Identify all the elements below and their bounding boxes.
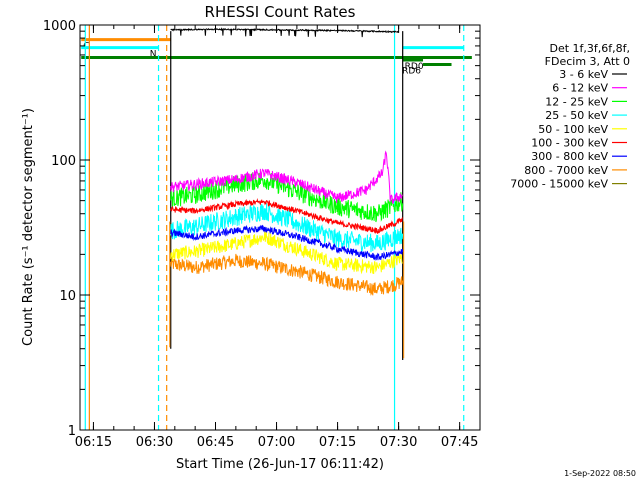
x-tick-label-6: 07:45 — [441, 435, 478, 450]
series-line-2 — [170, 172, 404, 223]
legend-label-1: 6 - 12 keV — [552, 82, 608, 95]
legend-label-7: 800 - 7000 keV — [524, 164, 608, 177]
series-line-6 — [170, 224, 404, 261]
legend-label-3: 25 - 50 keV — [545, 109, 608, 122]
annotation-label-5: RD6 — [402, 66, 421, 76]
legend-label-2: 12 - 25 keV — [545, 95, 608, 108]
series-line-7 — [170, 253, 404, 296]
chart-title: RHESSI Count Rates — [205, 3, 356, 21]
legend-label-4: 50 - 100 keV — [538, 123, 608, 136]
legend-header-0: Det 1f,3f,6f,8f, — [549, 42, 630, 55]
y-axis-label: Count Rate (s⁻¹ detector segment⁻¹) — [21, 108, 36, 346]
legend-label-5: 100 - 300 keV — [531, 137, 608, 150]
y-tick-label-0: 1 — [68, 424, 76, 439]
axis-layer: 1 10 100 1000 06:15 06:30 06:45 07:00 07:15 07:30… — [43, 19, 481, 450]
y-tick-label-2: 100 — [51, 154, 76, 169]
plot-frame — [79, 24, 481, 431]
legend-label-6: 300 - 800 keV — [531, 150, 608, 163]
x-tick-label-1: 06:30 — [136, 435, 173, 450]
annotation-layer: CNRD0RD6 — [81, 38, 472, 76]
x-axis-label: Start Time (26-Jun-17 06:11:42) — [176, 457, 384, 472]
footer-timestamp: 1-Sep-2022 08:50 — [564, 469, 636, 478]
x-tick-label-5: 07:30 — [380, 435, 417, 450]
series-line-3 — [170, 203, 404, 253]
x-tick-label-0: 06:15 — [75, 435, 112, 450]
series-line-0 — [170, 27, 400, 38]
x-tick-label-3: 07:00 — [258, 435, 295, 450]
y-tick-label-1: 10 — [59, 289, 76, 304]
legend-header-1: FDecim 3, Att 0 — [545, 55, 630, 68]
x-tick-label-2: 06:45 — [197, 435, 234, 450]
series-line-1 — [170, 150, 403, 204]
series-line-4 — [170, 231, 403, 275]
legend: Det 1f,3f,6f,8f,FDecim 3, Att 03 - 6 keV… — [510, 42, 630, 191]
annotation-label-1: N — [150, 50, 157, 60]
x-tick-label-4: 07:15 — [319, 435, 356, 450]
annotation-label-4: RD0 — [405, 62, 424, 72]
series-line-5 — [170, 197, 404, 235]
y-tick-label-3: 1000 — [43, 19, 76, 34]
vertical-marker-layer — [84, 25, 465, 430]
series-layer — [169, 27, 405, 359]
legend-label-0: 3 - 6 keV — [559, 68, 608, 81]
legend-label-8: 7000 - 15000 keV — [510, 178, 608, 191]
